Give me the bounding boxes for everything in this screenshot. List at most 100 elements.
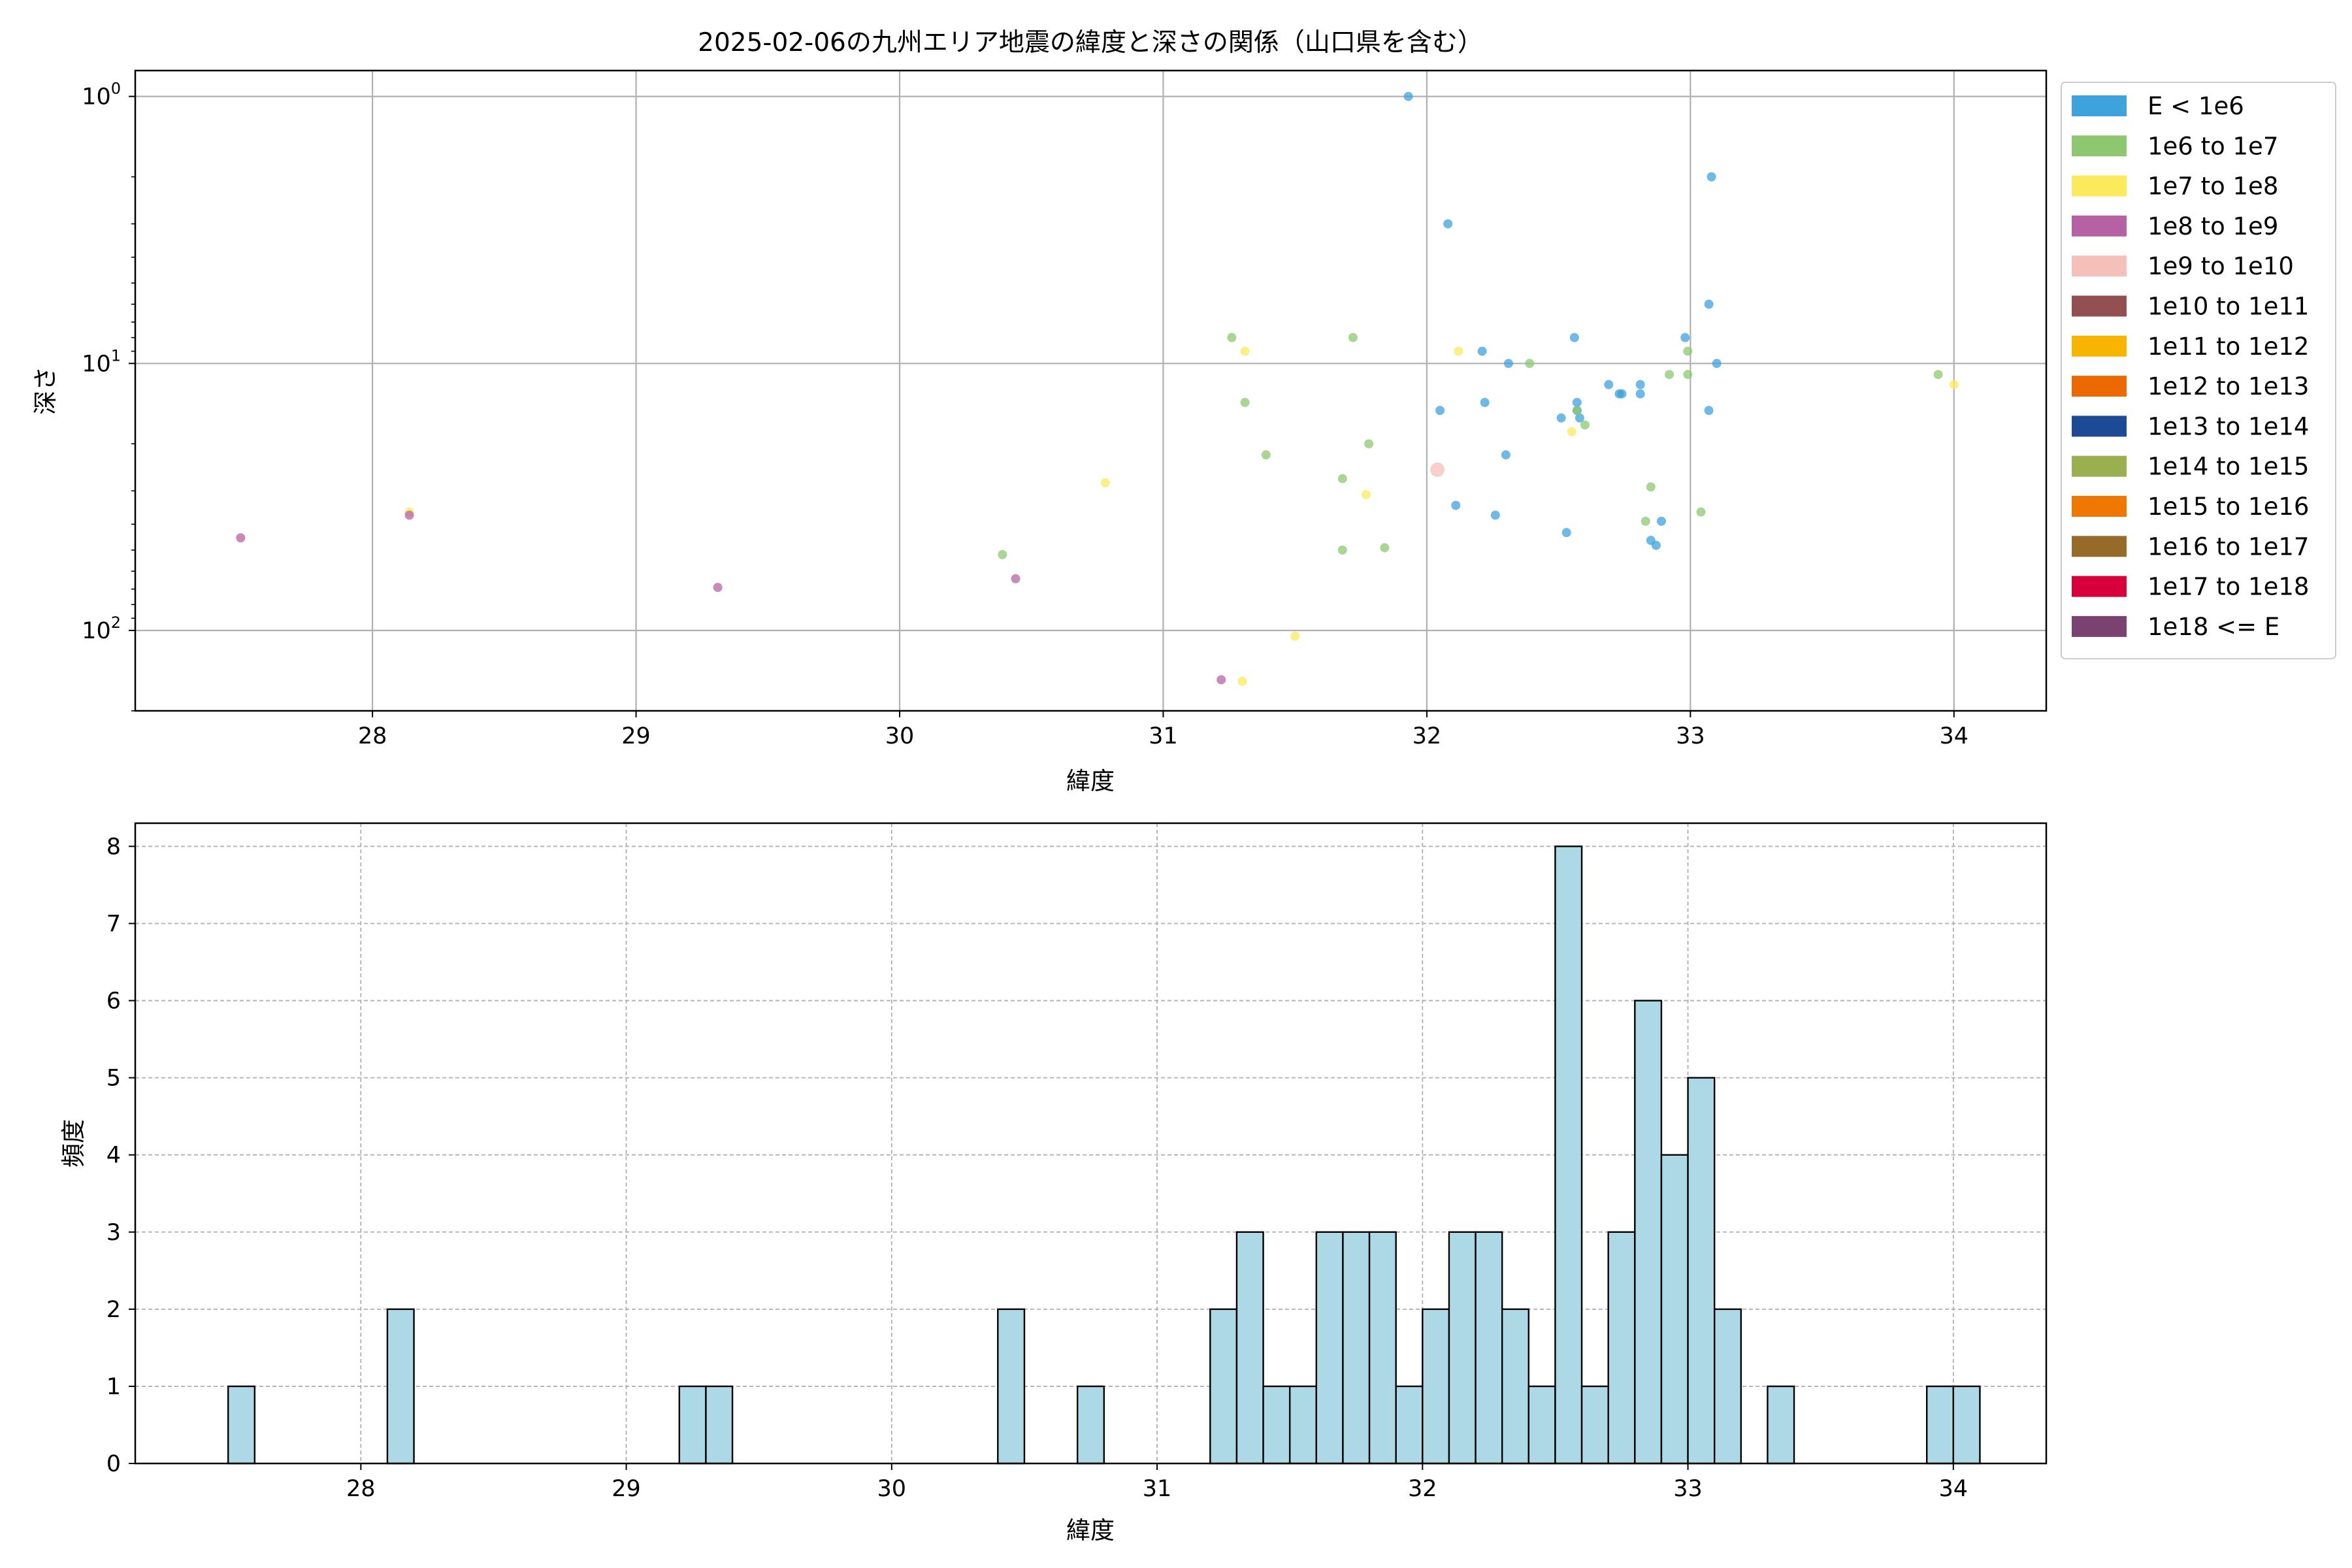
legend-swatch [2072,536,2127,557]
scatter-point [1227,333,1237,342]
scatter-point [1683,370,1693,380]
histogram-bar [1687,1077,1716,1465]
histogram-bar [1580,1385,1609,1465]
scatter-point [1704,299,1714,309]
scatter-point [236,533,246,543]
histogram-y-tick-label: 7 [106,911,121,937]
legend-swatch [2072,295,2127,317]
legend: E < 1e6 1e6 to 1e7 1e7 to 1e8 1e8 to 1e9 1e9… [2061,82,2336,660]
scatter-point [1949,380,1959,389]
legend-label: 1e11 to 1e12 [2148,333,2309,361]
histogram-x-tick-label: 34 [1939,1476,1968,1502]
scatter-point [1100,478,1110,488]
scatter-x-tick-label: 30 [885,723,915,749]
histogram-bar [1368,1231,1397,1465]
scatter-point [1683,346,1693,356]
scatter-point [404,510,414,520]
scatter-point [1337,545,1347,555]
histogram-bar [1076,1385,1105,1465]
histogram-bar [1713,1308,1742,1465]
histogram-y-tick-label: 0 [106,1451,121,1477]
scatter-y-tick-label: 102 [82,613,121,644]
scatter-y-axis-label: 深さ [31,367,59,415]
scatter-point [1240,398,1250,408]
histogram-y-tick-label: 8 [106,834,121,860]
histogram-bar [386,1308,415,1465]
legend-swatch [2072,576,2127,597]
legend-label: 1e17 to 1e18 [2148,573,2309,601]
legend-label: 1e10 to 1e11 [2148,293,2309,321]
histogram-bar [1288,1385,1318,1465]
histogram-x-tick-label: 30 [877,1476,907,1502]
histogram-x-tick-label: 29 [612,1476,641,1502]
legend-swatch [2072,376,2127,397]
legend-swatch [2072,455,2127,477]
scatter-x-tick-label: 29 [621,723,651,749]
histogram-bar [227,1385,256,1465]
scatter-point [1380,543,1390,553]
scatter-point [1337,474,1347,483]
scatter-point [1635,380,1645,389]
histogram-x-tick-label: 32 [1408,1476,1437,1502]
legend-label: 1e16 to 1e17 [2148,532,2309,561]
scatter-point [1712,359,1722,368]
scatter-point [1567,427,1576,436]
legend-swatch [2072,496,2127,517]
legend-label: E < 1e6 [2148,92,2244,120]
legend-swatch [2072,135,2127,157]
scatter-point [998,549,1007,559]
scatter-point [1477,346,1487,356]
histogram-x-tick-label: 33 [1673,1476,1703,1502]
scatter-x-tick-label: 34 [1940,723,1969,749]
histogram-bar [1660,1154,1689,1465]
scatter-point [1635,389,1645,399]
chart-title: 2025-02-06の九州エリア地震の緯度と深さの関係（山口県を含む） [698,28,1483,57]
scatter-point [1435,406,1445,416]
scatter-point [1443,219,1453,229]
histogram-bar [997,1308,1026,1465]
scatter-point [1501,450,1511,460]
legend-label: 1e12 to 1e13 [2148,372,2309,400]
legend-label: 1e6 to 1e7 [2148,132,2278,160]
scatter-point [1237,676,1247,686]
legend-swatch [2072,95,2127,116]
histogram-bar [1501,1308,1530,1465]
scatter-point [1641,516,1650,526]
histogram-bar [1315,1231,1344,1465]
scatter-point [1217,675,1226,685]
scatter-point [1575,413,1584,423]
legend-swatch [2072,615,2127,637]
legend-label: 1e13 to 1e14 [2148,412,2309,440]
scatter-point [1011,574,1021,583]
histogram-x-axis-label: 緯度 [1066,1516,1115,1544]
scatter-point [1707,172,1716,182]
scatter-point [1646,482,1656,492]
scatter-point [1933,370,1943,380]
scatter-point [1572,406,1582,416]
legend-swatch [2072,335,2127,357]
histogram-bar [1607,1231,1636,1465]
legend-swatch [2072,255,2127,277]
histogram-bar [1448,1231,1477,1465]
histogram-y-tick-label: 6 [106,988,121,1015]
histogram-bar [1554,845,1583,1465]
scatter-point [1572,398,1582,408]
histogram-bar [1475,1231,1503,1465]
scatter-point [1451,500,1461,510]
scatter-point [1290,631,1300,641]
legend-label: 1e14 to 1e15 [2148,453,2309,481]
histogram-bar [1235,1231,1264,1465]
scatter-ticks: 28 29 30 31 32 33 34 100 101 102 [82,80,1968,749]
scatter-point [1556,413,1566,423]
legend-swatch [2072,215,2127,237]
scatter-point [1656,516,1666,526]
histogram-y-tick-label: 2 [106,1297,121,1323]
scatter-point [1580,420,1590,430]
scatter-point [1348,333,1358,342]
legend-label: 1e15 to 1e16 [2148,493,2309,521]
histogram-bar [705,1385,734,1465]
legend-label: 1e8 to 1e9 [2148,212,2278,240]
scatter-x-axis-label: 緯度 [1066,767,1115,795]
histogram-grid [135,823,2046,1464]
histogram-bar [1395,1385,1424,1465]
